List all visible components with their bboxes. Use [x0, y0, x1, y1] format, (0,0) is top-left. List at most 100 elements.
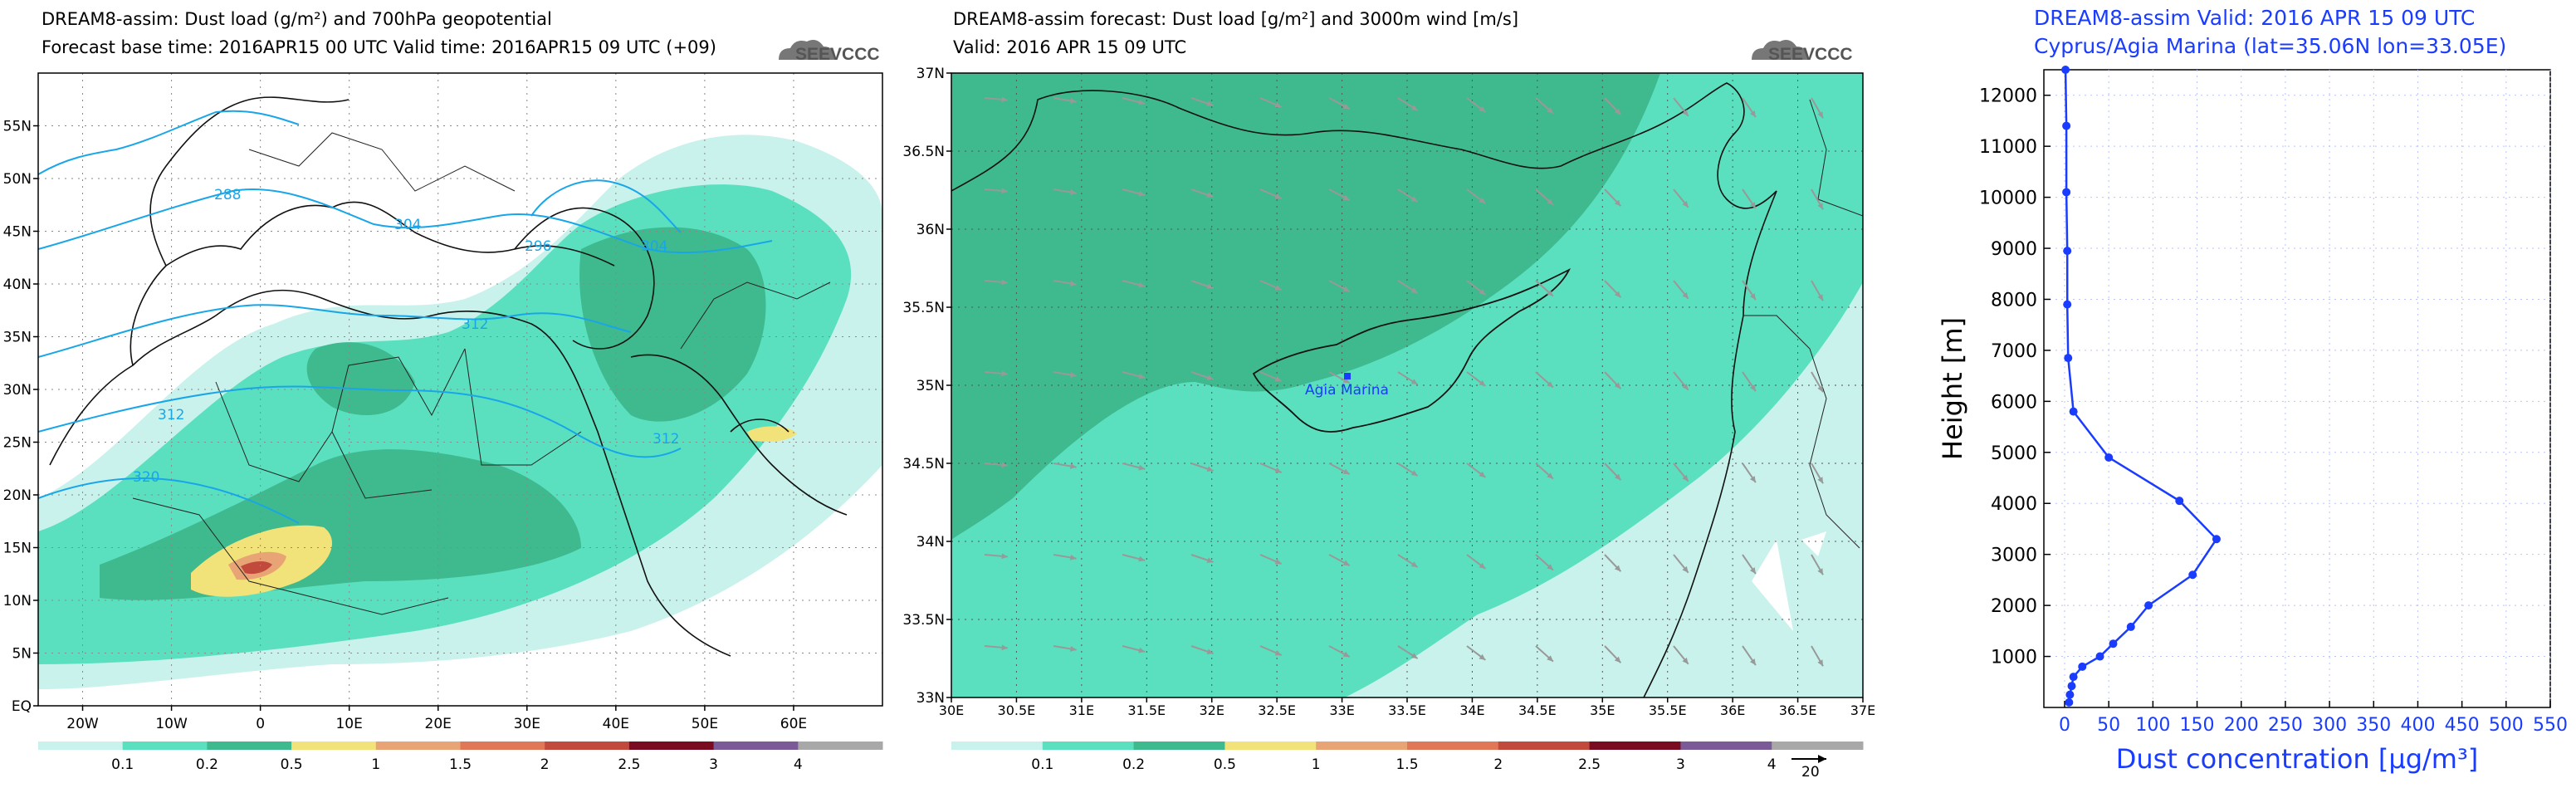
wind-arrowhead — [1342, 194, 1350, 201]
x-tick-label: 37E — [1850, 702, 1875, 718]
colorbar-label: 1 — [371, 756, 380, 773]
data-point — [2065, 690, 2075, 699]
y-tick-label: 4000 — [1991, 494, 2037, 515]
y-tick-label: 1000 — [1991, 648, 2037, 668]
y-tick-label: 37N — [917, 66, 945, 82]
wind-arrowhead — [1817, 385, 1823, 393]
chart-y-ticks: 1000 2000 3000 4000 5000 6000 7000 8000 9000 1000… — [1979, 86, 2051, 668]
x-tick-label: 36.5E — [1779, 702, 1817, 718]
x-tick-label: 40E — [603, 716, 629, 732]
coast-eastern-med — [514, 207, 655, 350]
wind-arrowhead — [1547, 198, 1553, 205]
wind-arrowhead — [1410, 379, 1418, 385]
wind-arrowhead — [1817, 294, 1823, 301]
colorbar-segment — [1498, 742, 1591, 750]
map1-x-ticks: 20W 10W 0 10E 20E 30E 40E 50E 60E — [66, 706, 807, 732]
coast-north-africa — [49, 289, 731, 657]
wind-arrowhead — [1274, 285, 1282, 291]
panel2-colorbar: 0.1 0.2 0.5 1 1.5 2 2.5 3 4 — [951, 742, 1864, 773]
contour-label: 320 — [133, 469, 159, 486]
colorbar-segment — [1133, 742, 1225, 750]
colorbar-segment — [38, 742, 124, 750]
contour-312b — [38, 385, 682, 458]
wind-arrowhead — [1614, 108, 1621, 115]
wind-arrowhead — [1547, 107, 1553, 114]
coast-iberia-france — [149, 96, 349, 267]
panel-vertical-profile: DREAM8-assim Valid: 2016 APR 15 09 UTC C… — [1937, 6, 2568, 775]
colorbar-label: 0.5 — [281, 756, 303, 773]
wind-arrowhead — [1682, 474, 1689, 482]
wind-arrowhead — [1342, 286, 1350, 292]
wind-arrowhead — [1682, 657, 1689, 664]
wind-arrowhead — [1274, 193, 1282, 199]
x-tick-label: 31.5E — [1127, 702, 1166, 718]
wind-arrowhead — [1069, 281, 1077, 286]
x-tick-label: 30E — [939, 702, 964, 718]
colorbar-label: 0.1 — [1031, 756, 1053, 773]
x-tick-label: 60E — [780, 716, 807, 732]
colorbar-label: 4 — [1767, 756, 1777, 773]
map1-contours — [38, 110, 773, 524]
map1-grid — [38, 73, 882, 706]
y-tick-label: 20N — [3, 487, 32, 504]
x-tick-label: 50E — [692, 716, 718, 732]
y-tick-label: 36N — [917, 222, 945, 238]
wind-arrowhead — [1614, 199, 1621, 207]
y-tick-label: 35N — [3, 330, 32, 346]
border-levant — [1743, 315, 1860, 549]
wind-arrowhead — [1479, 562, 1486, 569]
colorbar-label: 2 — [540, 756, 550, 773]
wind-arrowhead — [1206, 649, 1214, 654]
wind-arrowhead — [1749, 567, 1756, 575]
colorbar-label: 0.2 — [196, 756, 218, 773]
colorbar-segment — [1772, 742, 1864, 750]
wind-arrowhead — [1682, 109, 1689, 116]
y-tick-label: 25N — [3, 435, 32, 452]
wind-reference-arrowhead — [1818, 755, 1826, 763]
data-point — [2144, 601, 2153, 610]
colorbar-segment — [207, 742, 292, 750]
wind-arrowhead — [1682, 200, 1689, 208]
colorbar-segment — [291, 742, 377, 750]
chart-grid — [2044, 70, 2551, 707]
station-label: Agia Marina — [1305, 382, 1389, 399]
wind-arrowhead — [1614, 656, 1621, 663]
wind-arrowhead — [1749, 658, 1756, 666]
data-point — [2212, 535, 2221, 544]
colorbar-label: 1.5 — [449, 756, 472, 773]
colorbar-label: 3 — [1676, 756, 1685, 773]
data-point — [2062, 121, 2071, 130]
colorbar-segment — [375, 742, 461, 750]
wind-arrowhead — [1274, 650, 1282, 656]
wind-arrowhead — [1001, 370, 1008, 377]
x-tick-label: 300 — [2312, 715, 2347, 736]
y-tick-label: 5N — [12, 646, 32, 663]
wind-arrowhead — [1001, 96, 1008, 103]
contour-304 — [38, 188, 773, 254]
wind-arrowhead — [1206, 192, 1214, 198]
y-tick-label: 3000 — [1991, 546, 2037, 566]
wind-arrowhead — [1138, 373, 1146, 379]
x-tick-label: 20E — [425, 716, 452, 732]
y-tick-label: 55N — [3, 119, 32, 135]
x-tick-label: 400 — [2400, 715, 2435, 736]
y-tick-label: 10000 — [1979, 188, 2037, 209]
wind-arrowhead — [1749, 476, 1756, 483]
y-tick-label: 33.5N — [902, 612, 945, 629]
colorbar-label: 1.5 — [1396, 756, 1418, 773]
chart-subtitle: Cyprus/Agia Marina (lat=35.06N lon=33.05… — [2034, 34, 2506, 58]
colorbar-label: 1 — [1312, 756, 1321, 773]
x-tick-label: 31E — [1069, 702, 1094, 718]
y-tick-label: 35N — [917, 378, 945, 394]
panel2-logo-text: SEEVCCC — [1768, 45, 1853, 64]
data-point — [2188, 570, 2197, 580]
y-tick-label: 35.5N — [902, 300, 945, 316]
data-point — [2069, 407, 2078, 416]
coast-turkey — [951, 82, 1777, 209]
data-point — [2063, 247, 2072, 256]
wind-arrowhead — [1274, 102, 1282, 108]
wind-arrowhead — [1749, 293, 1756, 301]
x-tick-label: 200 — [2224, 715, 2259, 736]
wind-arrowhead — [1206, 374, 1214, 380]
x-tick-label: 50 — [2097, 715, 2120, 736]
